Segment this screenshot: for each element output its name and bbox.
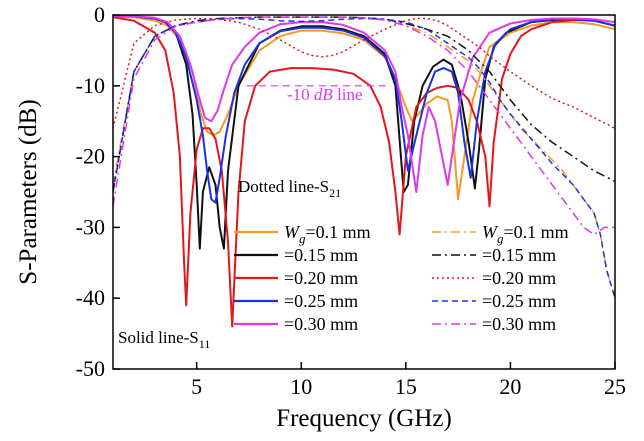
reference-line-label: -10 dB line bbox=[287, 85, 363, 104]
solid-line-note: Solid line-S11 bbox=[118, 328, 210, 351]
legend-label: Wg=0.1 mm bbox=[482, 222, 569, 246]
s11-curve-1 bbox=[113, 15, 615, 201]
legend-label: =0.25 mm bbox=[482, 291, 556, 311]
y-axis-title: S-Parameters (dB) bbox=[15, 99, 42, 284]
legend-label: =0.25 mm bbox=[284, 291, 358, 311]
s11-curve-3 bbox=[113, 16, 615, 328]
y-tick-label: -30 bbox=[76, 214, 105, 239]
s11-curve-5 bbox=[113, 15, 615, 193]
y-tick-label: -50 bbox=[76, 356, 105, 381]
legend: Wg=0.1 mm=0.15 mm=0.20 mm=0.25 mm=0.30 m… bbox=[234, 222, 569, 334]
x-tick-label: 10 bbox=[290, 374, 312, 399]
s21-curve-3 bbox=[113, 17, 615, 129]
s21-curve-5 bbox=[113, 16, 615, 236]
legend-label: Wg=0.1 mm bbox=[284, 222, 371, 246]
legend-label: =0.15 mm bbox=[482, 245, 556, 265]
legend-label: =0.20 mm bbox=[482, 268, 556, 288]
y-tick-label: 0 bbox=[94, 2, 105, 27]
legend-label: =0.15 mm bbox=[284, 245, 358, 265]
y-tick-label: -20 bbox=[76, 144, 105, 169]
legend-label: =0.30 mm bbox=[482, 314, 556, 334]
s21-curve-2 bbox=[113, 16, 615, 193]
axes-layer: 5 10 15 20 25 0 -10 -20 -30 -40 -50 bbox=[76, 2, 626, 399]
dotted-line-note: Dotted line-S21 bbox=[238, 177, 341, 200]
y-tick-label: -40 bbox=[76, 285, 105, 310]
s11-curve-2 bbox=[113, 15, 615, 250]
legend-label: =0.20 mm bbox=[284, 268, 358, 288]
s21-curve-4 bbox=[113, 17, 615, 299]
x-tick-label: 5 bbox=[191, 374, 202, 399]
x-tick-label: 15 bbox=[395, 374, 417, 399]
x-tick-label: 25 bbox=[604, 374, 626, 399]
x-axis-title: Frequency (GHz) bbox=[276, 405, 452, 432]
s11-curve-4 bbox=[113, 15, 615, 204]
legend-label: =0.30 mm bbox=[284, 314, 358, 334]
plot-frame bbox=[112, 14, 616, 370]
x-tick-label: 20 bbox=[499, 374, 521, 399]
y-tick-label: -10 bbox=[76, 73, 105, 98]
curves-layer bbox=[113, 15, 615, 328]
